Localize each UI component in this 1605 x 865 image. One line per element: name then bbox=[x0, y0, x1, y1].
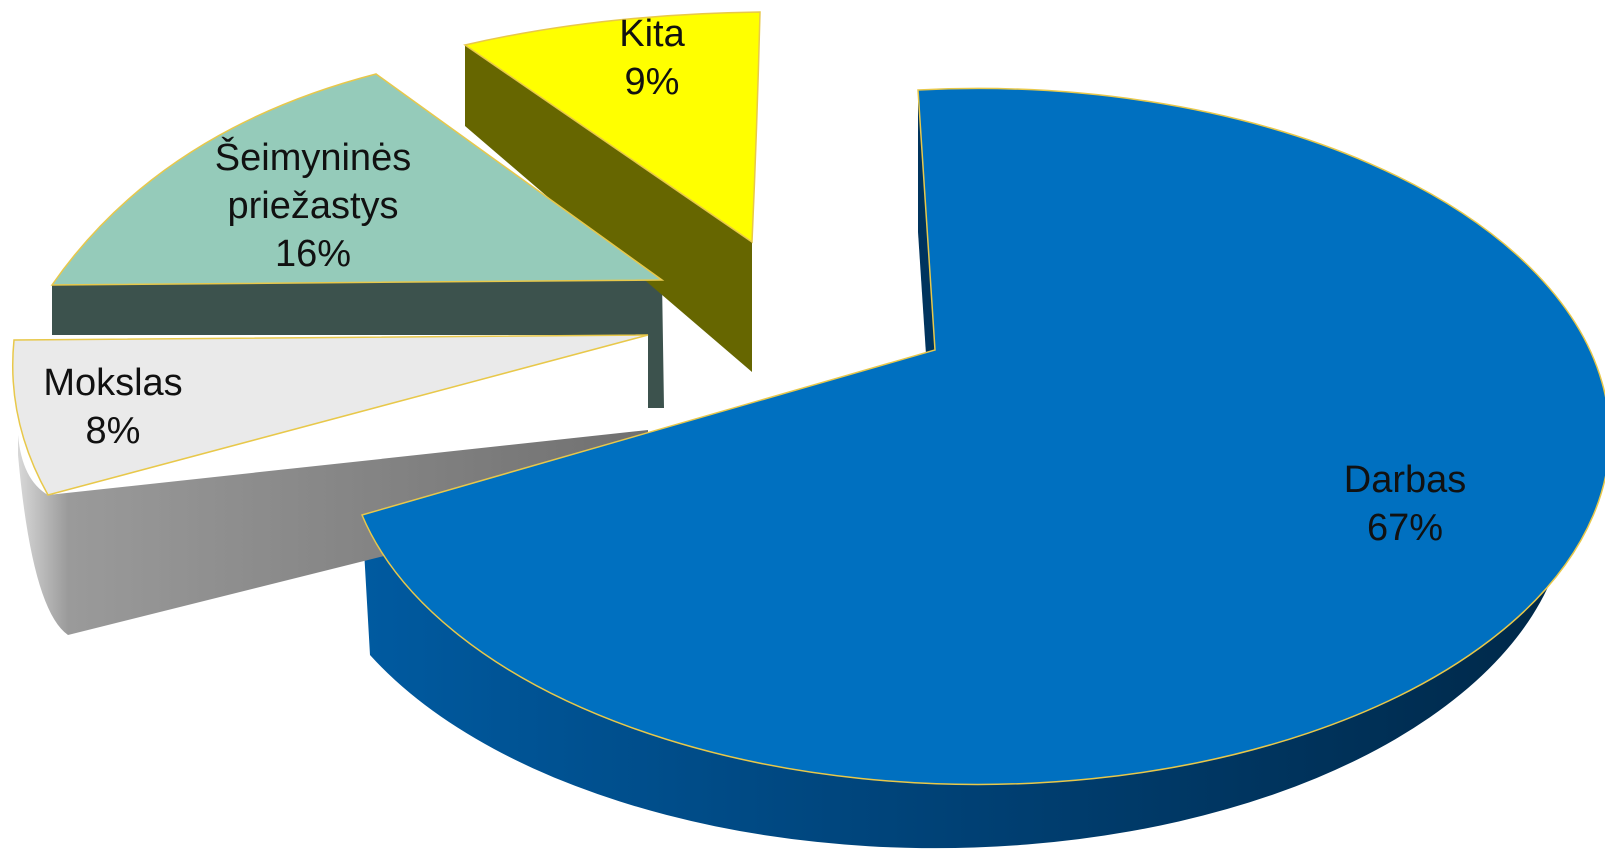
data-label-name-darbas: Darbas bbox=[1344, 459, 1467, 501]
data-label-seimynines: Šeimyninės priežastys 16% bbox=[215, 135, 411, 275]
slice-seimynines bbox=[50, 73, 665, 286]
data-label-mokslas: Mokslas 8% bbox=[43, 362, 182, 452]
slice-kita bbox=[463, 11, 761, 244]
slice-tops bbox=[11, 11, 1605, 786]
data-label-kita: Kita 9% bbox=[619, 13, 685, 103]
slice-side-kita bbox=[465, 45, 752, 372]
data-label-value-seimynines: 16% bbox=[275, 233, 351, 275]
data-label-name-kita: Kita bbox=[619, 13, 685, 55]
data-label-value-mokslas: 8% bbox=[86, 410, 141, 452]
data-label-name-seimynines: priežastys bbox=[227, 185, 398, 227]
slice-darbas bbox=[360, 87, 1605, 786]
slice-side-seimynines bbox=[52, 280, 664, 408]
data-label-darbas: Darbas 67% bbox=[1344, 459, 1467, 549]
data-label-name-mokslas: Mokslas bbox=[43, 362, 182, 404]
data-label-value-darbas: 67% bbox=[1367, 507, 1443, 549]
data-label-value-kita: 9% bbox=[625, 61, 680, 103]
slice-mokslas bbox=[11, 334, 649, 496]
data-label-name-seimynines: Šeimyninės bbox=[215, 135, 411, 179]
slice-labels: Darbas 67% Mokslas 8% Šeimyninės priežastys 16… bbox=[43, 13, 1466, 549]
